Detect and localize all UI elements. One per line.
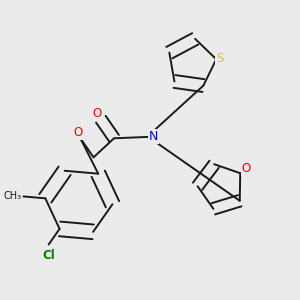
Text: Cl: Cl xyxy=(42,249,55,262)
Text: O: O xyxy=(74,126,82,139)
Text: O: O xyxy=(242,163,251,176)
Text: O: O xyxy=(93,107,102,121)
Text: CH₃: CH₃ xyxy=(4,191,22,201)
Text: N: N xyxy=(149,130,158,143)
Text: S: S xyxy=(216,52,224,65)
